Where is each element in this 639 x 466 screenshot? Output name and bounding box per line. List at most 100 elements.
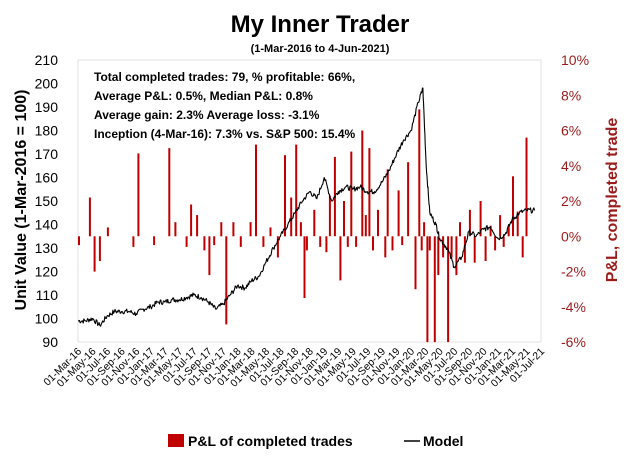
left-tick-label: 160: [35, 170, 59, 186]
right-tick-label: 10%: [561, 52, 589, 68]
pnl-bar: [313, 209, 316, 237]
right-tick-label: 4%: [561, 158, 581, 174]
legend-bars-swatch: [168, 434, 184, 447]
pnl-bar: [262, 236, 265, 247]
plot-frame: [77, 59, 542, 343]
pnl-bar: [220, 222, 223, 237]
pnl-bar: [255, 144, 257, 237]
stat-line-1: Total completed trades: 79, % profitable…: [94, 70, 355, 84]
pnl-bar: [132, 236, 135, 247]
left-tick-label: 90: [42, 334, 58, 350]
legend-model-label: Model: [423, 433, 463, 449]
pnl-bar: [384, 236, 387, 258]
left-tick-label: 140: [35, 217, 59, 233]
stats-annotation: Total completed trades: 79, % profitable…: [94, 70, 356, 141]
pnl-bar: [372, 236, 374, 251]
pnl-bar: [290, 197, 293, 237]
pnl-bar: [433, 236, 436, 343]
pnl-bar: [203, 236, 206, 251]
left-tick-label: 210: [35, 52, 59, 68]
pnl-bar: [468, 209, 471, 237]
pnl-bar: [377, 209, 379, 237]
legend-bars-label: P&L of completed trades: [188, 433, 353, 449]
pnl-bar: [174, 222, 177, 237]
pnl-bar: [516, 211, 519, 237]
pnl-bar: [507, 225, 510, 237]
pnl-bar: [88, 197, 91, 237]
pnl-bar: [423, 222, 426, 237]
plot-area: [77, 59, 542, 343]
pnl-bar: [328, 195, 331, 237]
chart-subtitle: (1-Mar-2016 to 4-Jun-2021): [251, 43, 390, 55]
pnl-bar: [137, 153, 140, 237]
right-tick-label: 0%: [561, 228, 581, 244]
pnl-bar: [459, 222, 461, 237]
pnl-bar: [428, 236, 431, 251]
left-tick-label: 190: [35, 99, 59, 115]
pnl-bar: [386, 169, 389, 237]
left-axis: 90 100 110 120 130 140 150 160 170 180 190 200 210: [35, 52, 59, 350]
right-axis-label: P&L, completed trade: [604, 118, 621, 283]
stat-line-3: Average gain: 2.3% Average loss: -3.1%: [94, 108, 320, 122]
pnl-bar: [479, 201, 482, 237]
pnl-bar: [269, 227, 272, 237]
pnl-bar: [450, 236, 453, 258]
pnl-bar: [499, 215, 502, 237]
stat-line-2: Average P&L: 0.5%, Median P&L: 0.8%: [94, 89, 313, 103]
pnl-bar: [397, 190, 400, 237]
pnl-bar: [249, 222, 252, 237]
pnl-bar: [463, 236, 466, 263]
right-tick-label: 6%: [561, 123, 581, 139]
pnl-bar: [473, 236, 476, 263]
pnl-bar: [350, 151, 353, 237]
right-tick-label: 2%: [561, 193, 581, 209]
pnl-bar: [401, 236, 404, 246]
pnl-bar: [525, 137, 528, 237]
pnl-bar: [426, 236, 429, 343]
right-tick-label: -2%: [561, 264, 586, 280]
pnl-bar: [232, 222, 235, 237]
right-tick-label: 8%: [561, 87, 581, 103]
pnl-bar: [361, 130, 364, 237]
pnl-bar: [512, 176, 514, 237]
pnl-bar: [339, 236, 342, 281]
pnl-bar: [521, 236, 524, 258]
pnl-bar: [502, 236, 505, 247]
pnl-bar: [414, 236, 417, 290]
pnl-bar: [213, 236, 216, 246]
pnl-bar: [185, 236, 188, 247]
pnl-bar: [299, 222, 302, 237]
pnl-bar: [364, 215, 367, 237]
pnl-bar: [489, 225, 492, 237]
pnl-bar: [196, 215, 199, 237]
left-tick-label: 100: [35, 311, 59, 327]
pnl-bar: [208, 236, 211, 276]
pnl-bar: [190, 204, 193, 237]
pnl-bar: [153, 236, 156, 246]
right-tick-label: -6%: [561, 334, 586, 350]
pnl-bar: [437, 236, 440, 276]
pnl-bar: [98, 236, 101, 261]
stat-line-4: Inception (4-Mar-16): 7.3% vs. S&P 500: …: [94, 127, 356, 141]
pnl-bar: [494, 236, 497, 251]
chart-title: My Inner Trader: [231, 11, 410, 38]
left-tick-label: 180: [35, 123, 59, 139]
pnl-bar: [442, 236, 445, 258]
right-axis: -6% -4% -2% 0% 2% 4% 6% 8% 10%: [561, 52, 589, 350]
pnl-bar: [305, 236, 308, 251]
left-tick-label: 110: [36, 287, 59, 303]
pnl-bar: [343, 201, 345, 237]
left-tick-label: 170: [35, 146, 59, 162]
pnl-bar: [391, 236, 394, 251]
right-tick-label: -4%: [561, 299, 586, 315]
pnl-bar: [78, 236, 80, 246]
pnl-bar: [355, 236, 358, 247]
pnl-bar: [455, 236, 458, 276]
pnl-bar: [284, 155, 286, 237]
left-tick-label: 130: [35, 240, 59, 256]
pnl-bar: [303, 236, 306, 298]
pnl-bar: [295, 144, 298, 237]
pnl-bar: [319, 236, 322, 247]
